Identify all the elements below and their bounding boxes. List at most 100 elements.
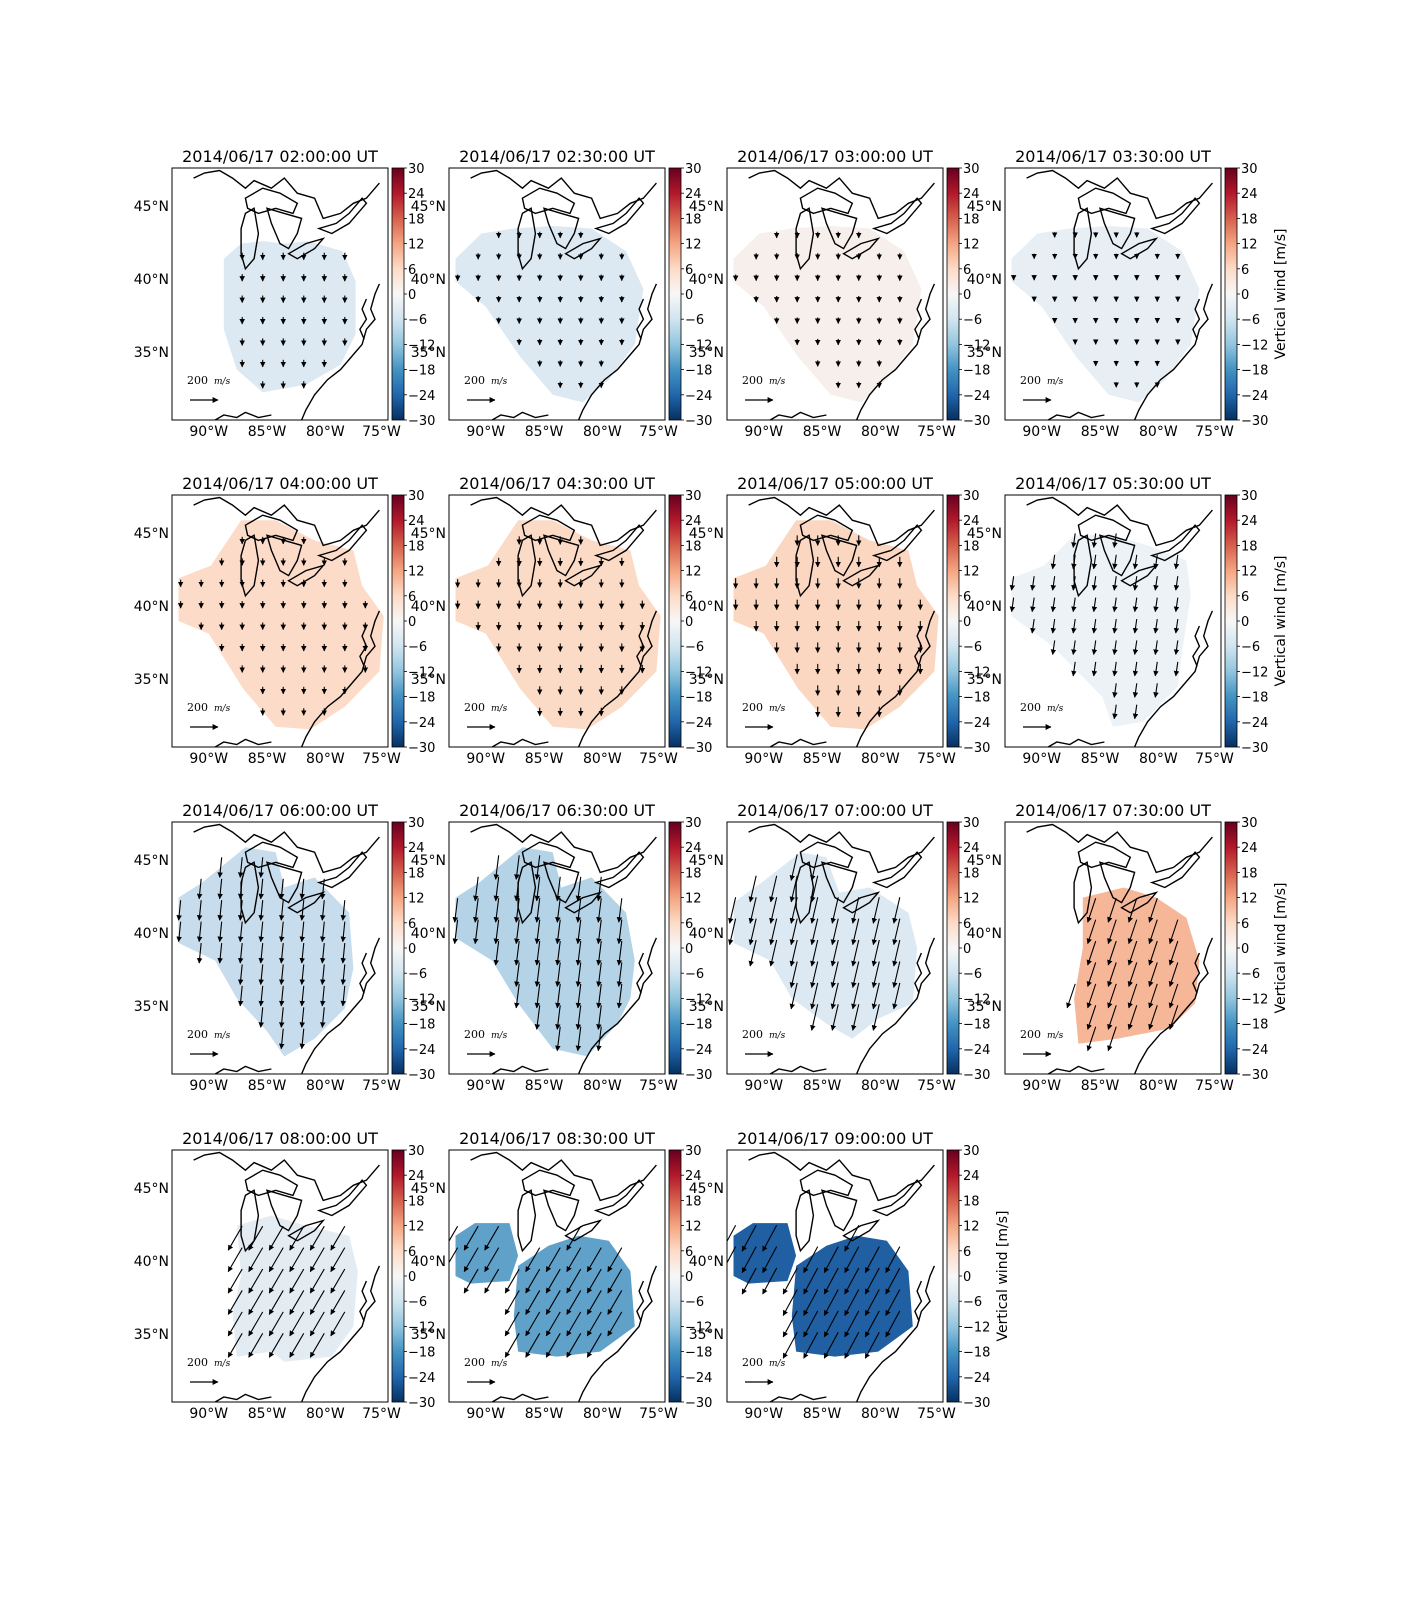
coastline	[914, 298, 923, 340]
colorbar-label: Vertical wind [m/s]	[995, 1211, 1011, 1342]
coastline	[300, 937, 381, 1074]
coastline	[1047, 1065, 1105, 1074]
coastline	[491, 738, 549, 747]
lon-tick: 80°W	[1139, 424, 1178, 440]
colorbar-tick-label: 18	[1241, 212, 1258, 227]
wind-vector	[217, 857, 223, 878]
wind-vector	[1107, 919, 1117, 945]
colorbar-tick-label: 30	[963, 1144, 980, 1159]
lon-tick: 85°W	[248, 751, 287, 767]
colorbar-tick-label: −18	[685, 364, 712, 379]
lat-tick: 40°N	[134, 1254, 169, 1270]
wind-vector	[616, 898, 623, 923]
lat-tick: 35°N	[411, 1327, 446, 1343]
colorbar-tick-label: 30	[1241, 489, 1258, 504]
colorbar-tick-label: −12	[408, 338, 435, 353]
wind-vector	[892, 982, 901, 1010]
wind-vector	[248, 1268, 264, 1294]
map-panel: 2014/06/17 09:00:00 UT 200 m/s 90°W 85°W 80°W…	[689, 1129, 1011, 1422]
wind-vector	[596, 898, 602, 923]
wind-vector	[885, 1310, 901, 1338]
wind-vector	[607, 1247, 623, 1273]
panel-title: 2014/06/17 06:30:00 UT	[459, 801, 655, 820]
colorbar	[1224, 167, 1238, 421]
lat-tick: 45°N	[689, 853, 724, 869]
lat-tick: 35°N	[411, 999, 446, 1015]
panel-frame	[448, 821, 666, 1075]
wind-vector	[810, 897, 819, 924]
colorbar-tick-label: 18	[408, 1194, 425, 1209]
colorbar-tick-label: 30	[963, 489, 980, 504]
lon-tick: 85°W	[1081, 1078, 1120, 1094]
lat-tick: 40°N	[689, 926, 724, 942]
wind-vector	[525, 1247, 541, 1273]
wind-vector	[1071, 533, 1077, 548]
coastline	[359, 952, 368, 994]
wind-vector	[237, 985, 244, 1007]
scale-arrow-unit: m/s	[214, 704, 231, 714]
wind-vector	[227, 1247, 243, 1273]
scale-arrow-label: 200	[1020, 701, 1041, 714]
colorbar	[391, 494, 405, 748]
wind-vector	[748, 897, 757, 924]
wind-region	[455, 847, 635, 1057]
lon-tick: 75°W	[1195, 751, 1234, 767]
wind-vector	[320, 985, 326, 1007]
colorbar-tick-label: −30	[408, 1068, 435, 1083]
colorbar-tick-label: 6	[685, 917, 693, 932]
colorbar-tick-label: 6	[1241, 590, 1249, 605]
coastline	[470, 823, 657, 874]
wind-vector	[1132, 704, 1139, 720]
lon-tick: 75°W	[917, 1078, 956, 1094]
colorbar-tick-label: 24	[963, 187, 980, 202]
colorbar-tick-label: 0	[1241, 288, 1249, 303]
colorbar-tick-label: 18	[408, 866, 425, 881]
map-panel: 2014/06/17 02:30:00 UT 200 m/s 90°W 85°W 80°W…	[411, 147, 713, 440]
coastline	[855, 1265, 936, 1402]
map-panel: 2014/06/17 07:30:00 UT 200 m/s 90°W 85°W 80°W…	[967, 801, 1289, 1094]
wind-vector	[844, 1224, 860, 1252]
wind-vector	[871, 1004, 880, 1031]
wind-vector	[830, 897, 839, 924]
colorbar-tick-label: −6	[408, 967, 427, 982]
colorbar-tick-label: 12	[1241, 238, 1258, 253]
colorbar-tick-label: 0	[963, 942, 971, 957]
colorbar-tick-label: 24	[963, 514, 980, 529]
wind-vector	[278, 1007, 285, 1028]
wind-vector	[782, 1310, 798, 1338]
coastline	[491, 1065, 549, 1074]
lon-tick: 85°W	[525, 1406, 564, 1422]
wind-vector	[555, 876, 561, 902]
wind-vector	[864, 1289, 880, 1316]
colorbar-tick-label: −30	[685, 1068, 712, 1083]
map-panel: 2014/06/17 04:00:00 UT 200 m/s 90°W 85°W 80°W…	[134, 474, 436, 767]
wind-vector	[176, 921, 182, 943]
lon-tick: 80°W	[583, 1406, 622, 1422]
wind-vector	[1153, 640, 1159, 656]
scale-arrow-label: 200	[1020, 374, 1041, 387]
panel-title: 2014/06/17 05:00:00 UT	[737, 474, 933, 493]
colorbar-tick-label: −6	[685, 640, 704, 655]
colorbar-tick-label: 6	[1241, 917, 1249, 932]
wind-vector	[892, 897, 901, 924]
wind-vector	[268, 1311, 284, 1337]
colorbar-tick-label: 30	[1241, 816, 1258, 831]
colorbar-tick-label: 12	[408, 1220, 425, 1235]
colorbar-label: Vertical wind [m/s]	[1273, 556, 1289, 687]
coastline	[769, 411, 827, 420]
wind-vector	[1112, 640, 1118, 656]
wind-vector	[1107, 1005, 1117, 1030]
wind-vector	[473, 898, 479, 923]
wind-vector	[449, 1247, 459, 1264]
colorbar-tick-label: 24	[1241, 187, 1258, 202]
wind-vector	[1132, 554, 1139, 570]
wind-vector	[248, 1247, 264, 1273]
wind-vector	[237, 942, 244, 964]
wind-vector	[268, 1333, 284, 1358]
colorbar	[668, 494, 682, 748]
lat-tick: 35°N	[134, 999, 169, 1015]
wind-vector	[830, 982, 839, 1010]
lon-tick: 90°W	[466, 1078, 505, 1094]
colorbar-tick-label: 0	[685, 288, 693, 303]
wind-vector	[728, 897, 737, 924]
